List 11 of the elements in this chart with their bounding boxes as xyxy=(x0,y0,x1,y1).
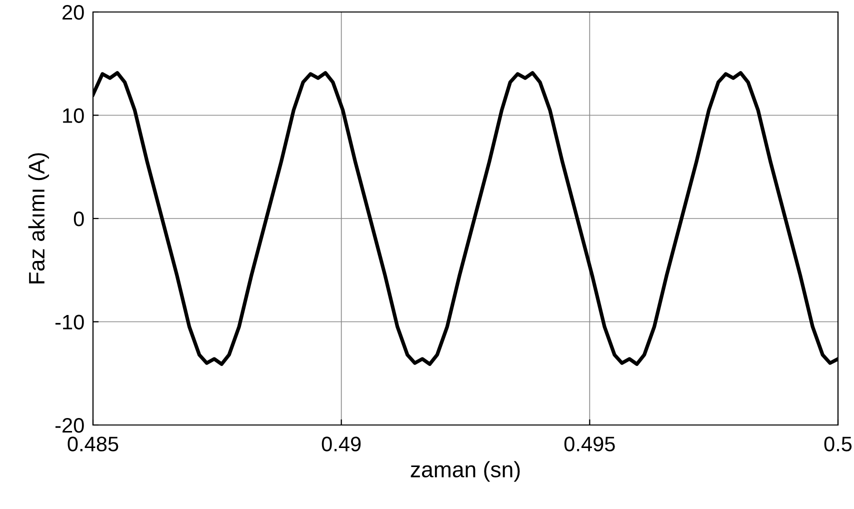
x-tick-label: 0.5 xyxy=(824,436,852,452)
y-tick-label: 10 xyxy=(63,108,84,124)
x-tick-label: 0.495 xyxy=(564,436,615,452)
x-tick-label: 0.49 xyxy=(322,436,361,452)
x-tick-label: 0.485 xyxy=(68,436,118,452)
y-tick-label: -20 xyxy=(55,418,84,433)
y-axis-title: Faz akımı (A) xyxy=(28,153,49,284)
y-tick-label: 0 xyxy=(74,212,84,226)
x-axis-title: zaman (sn) xyxy=(410,461,520,482)
y-tick-label: -10 xyxy=(55,314,84,330)
y-tick-label: 20 xyxy=(62,5,84,20)
